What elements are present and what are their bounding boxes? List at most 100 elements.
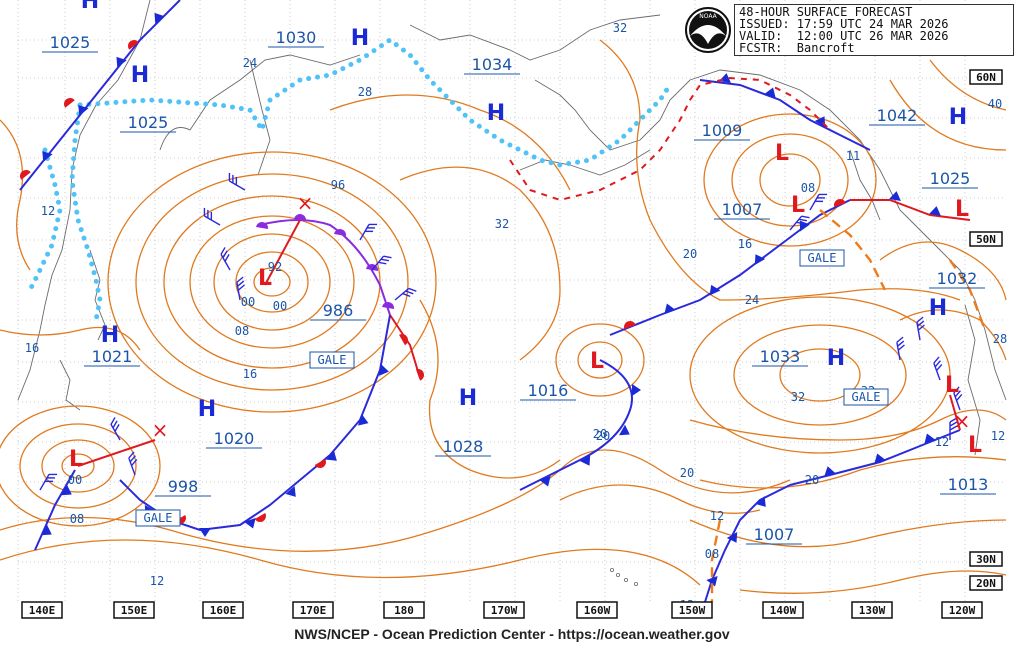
barb-flag: [364, 230, 374, 233]
latitude-label: 30N: [976, 553, 996, 566]
wind-barb: [933, 356, 943, 381]
wind-barb: [896, 336, 905, 361]
barb-flag: [207, 209, 209, 219]
barb-staff: [236, 282, 241, 301]
latitude-box: [969, 231, 1003, 247]
central-pressure: 1009: [702, 121, 743, 140]
barb-staff: [789, 215, 803, 231]
longitude-label: 140E: [29, 604, 56, 617]
high-center-symbol: H: [101, 323, 119, 348]
isobar-value: 24: [745, 293, 759, 307]
isobar: [929, 59, 1007, 111]
coastline: [849, 149, 881, 221]
isobar-value: 08: [801, 181, 815, 195]
lat-lon-grid: [17, 0, 1006, 602]
cold-front-symbol: [539, 475, 551, 487]
barb-flag: [954, 390, 961, 398]
cold-front-symbol: [285, 486, 296, 497]
barb-staff: [110, 424, 121, 441]
warm-front-symbol: [294, 214, 306, 222]
low-center-symbol: L: [968, 433, 982, 458]
isobar: [689, 409, 1007, 441]
cold-front-symbol: [764, 87, 776, 99]
latitude-label: 50N: [976, 233, 996, 246]
longitude-box: [483, 601, 525, 619]
high-center-symbol: H: [487, 101, 505, 126]
isobar-value: 08: [235, 324, 249, 338]
isobar: [329, 94, 571, 191]
high-center-symbol: H: [929, 296, 947, 321]
wind-barb: [203, 207, 221, 226]
longitude-box: [21, 601, 63, 619]
forecast-position-marker: ×: [297, 191, 314, 215]
coastline: [89, 249, 106, 341]
longitude-box: [576, 601, 618, 619]
coastlines: [17, 0, 1007, 587]
wind-barbs: [39, 172, 963, 491]
cold-front-symbol: [619, 424, 630, 436]
cold-front-symbol: [378, 364, 389, 376]
island: [610, 568, 615, 573]
island: [616, 573, 621, 578]
cold-front-symbol: [889, 191, 901, 202]
high-center-symbol: H: [351, 26, 369, 51]
isobar-value: 20: [596, 429, 610, 443]
isobar: [689, 519, 1007, 548]
isobar: [577, 341, 623, 379]
trough: [949, 259, 987, 331]
isobar: [163, 195, 381, 369]
high-center-symbol: H: [131, 63, 149, 88]
isobar: [235, 251, 309, 313]
barb-flag: [796, 221, 805, 225]
cold-front-symbol: [357, 414, 369, 426]
low-center-symbol: L: [69, 447, 83, 472]
warm-front-symbol: [415, 369, 424, 381]
barb-flag: [110, 417, 116, 425]
longitude-label: 170E: [300, 604, 327, 617]
cold-front-symbol: [924, 433, 936, 445]
longitude-box: [383, 601, 425, 619]
barb-staff: [359, 224, 370, 241]
central-pressure: 1020: [214, 429, 255, 448]
cold-front-symbol: [755, 496, 766, 507]
central-pressure: 1007: [722, 200, 763, 219]
barb-flag: [818, 193, 828, 196]
warm-front-symbol: [64, 98, 75, 108]
barb-flag: [380, 258, 390, 262]
barb-flag: [916, 316, 924, 323]
cold-front-symbol: [42, 151, 53, 162]
cold-front-symbol: [709, 284, 721, 296]
gale-warning-label: GALE: [808, 251, 837, 265]
central-pressure: 1033: [760, 347, 801, 366]
isobar: [759, 153, 821, 207]
low-center-symbol: L: [590, 349, 604, 374]
barb-flag: [232, 174, 234, 184]
barb-flag: [897, 344, 905, 351]
isobar: [253, 267, 291, 297]
noaa-logo-text: NOAA: [699, 13, 717, 20]
isobar: [0, 539, 701, 586]
isobar: [107, 151, 437, 413]
warm-front-symbol: [314, 459, 326, 468]
barb-flag: [378, 261, 387, 265]
isobar-value: 32: [613, 21, 627, 35]
isobar-value: 20: [805, 473, 819, 487]
longitude-label: 160E: [210, 604, 237, 617]
cold-front-symbol: [116, 56, 127, 68]
cold-front-symbol: [326, 450, 337, 461]
isobar-value: 08: [70, 512, 84, 526]
longitude-label: 130W: [859, 604, 886, 617]
island: [634, 582, 639, 587]
longitude-label: 160W: [584, 604, 611, 617]
low-center-symbol: L: [791, 193, 805, 218]
warm-front-symbol: [256, 222, 268, 230]
coastline: [17, 0, 151, 401]
low-track-arrow: [264, 219, 301, 286]
longitude-box: [851, 601, 893, 619]
isobar-value: 20: [680, 466, 694, 480]
wind-barb: [359, 223, 378, 241]
central-pressure: 1007: [754, 525, 795, 544]
wind-barb: [220, 247, 231, 271]
isobar: [0, 405, 161, 527]
ice-edge-line: [69, 102, 103, 328]
